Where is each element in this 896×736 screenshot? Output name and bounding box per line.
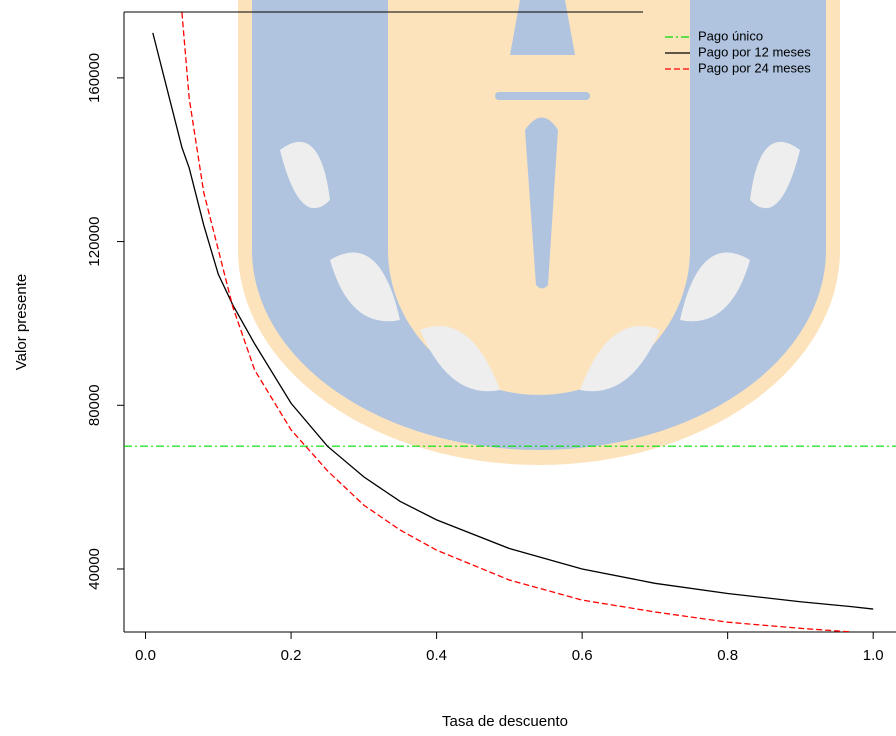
x-tick-label: 0.8 [717,647,738,664]
x-tick-label: 0.0 [135,647,156,664]
y-tick-label: 120000 [86,217,103,267]
chart: Tasa de descuento Valor presente Pago ún… [0,0,896,736]
legend-label: Pago por 12 meses [698,44,811,59]
legend-label: Pago por 24 meses [698,60,811,75]
x-axis-title: Tasa de descuento [442,713,568,730]
x-tick-label: 0.2 [281,647,302,664]
y-tick-label: 80000 [86,384,103,426]
x-tick-label: 1.0 [863,647,884,664]
y-axis-title: Valor presente [13,274,30,370]
legend-label: Pago único [698,28,763,43]
x-tick-label: 0.6 [572,647,593,664]
y-tick-label: 160000 [86,53,103,103]
x-tick-label: 0.4 [426,647,447,664]
y-tick-label: 40000 [86,548,103,590]
